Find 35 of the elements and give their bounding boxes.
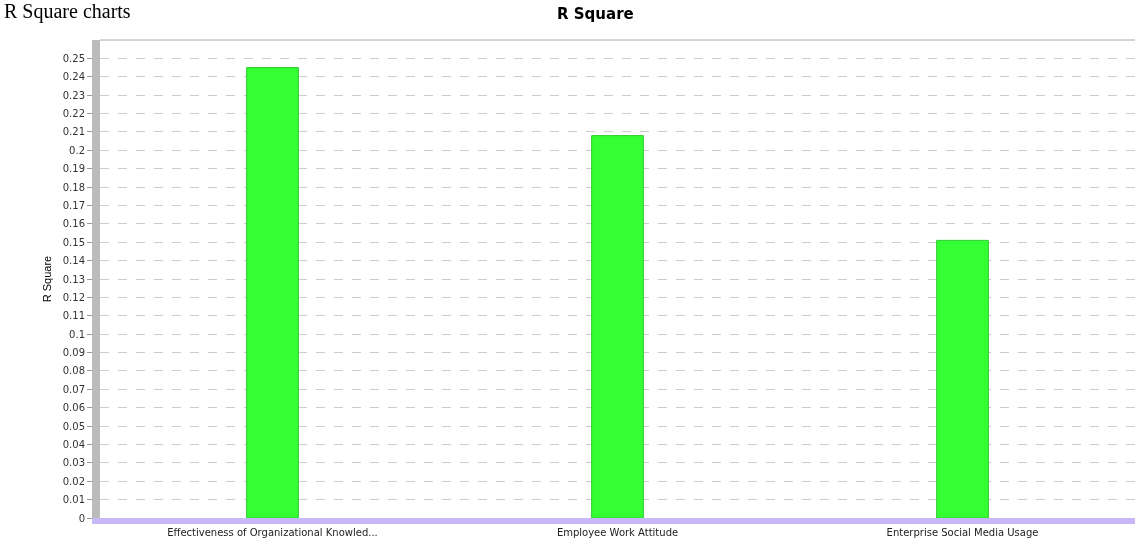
bar (591, 135, 644, 518)
y-tick-label: 0.11 (62, 310, 85, 322)
y-tick-label: 0.17 (62, 199, 85, 211)
bar (936, 239, 989, 518)
y-tick-label: 0.09 (62, 347, 85, 359)
x-tick-label: Effectiveness of Organizational Knowled... (167, 527, 378, 538)
x-tick-label: Employee Work Attitude (556, 527, 679, 538)
y-tick-label: 0.14 (62, 255, 85, 267)
y-tick-label: 0.07 (62, 383, 85, 395)
y-tick-label: 0.19 (62, 163, 85, 175)
y-tick-label: 0.03 (62, 457, 85, 469)
y-tick-label: 0.04 (62, 438, 85, 450)
y-tick-label: 0 (78, 512, 85, 524)
y-tick-label: 0.21 (62, 126, 85, 138)
y-tick-label: 0.05 (62, 420, 85, 432)
y-axis-title: R Square (40, 255, 53, 303)
y-tick-label: 0.06 (62, 402, 85, 414)
y-tick-label: 0.15 (62, 236, 85, 248)
y-tick-label: 0.24 (62, 71, 85, 83)
y-tick-label: 0.08 (62, 365, 85, 377)
y-tick-label: 0.2 (69, 144, 85, 156)
y-tick-label: 0.16 (62, 218, 85, 230)
y-tick-label: 0.01 (62, 494, 85, 506)
y-tick-label: 0.25 (62, 52, 85, 64)
y-tick-label: 0.18 (62, 181, 85, 193)
text: R Square charts (4, 0, 131, 22)
y-tick-label: 0.1 (69, 328, 85, 340)
y-tick-label: 0.23 (62, 89, 85, 101)
bar (246, 67, 299, 518)
y-tick-label: 0.02 (62, 475, 85, 487)
y-tick-label: 0.12 (62, 291, 85, 303)
x-tick-label: Enterprise Social Media Usage (886, 527, 1039, 538)
chart-title: R Square (557, 4, 634, 23)
y-tick-label: 0.22 (62, 108, 85, 120)
y-tick-label: 0.13 (62, 273, 85, 285)
